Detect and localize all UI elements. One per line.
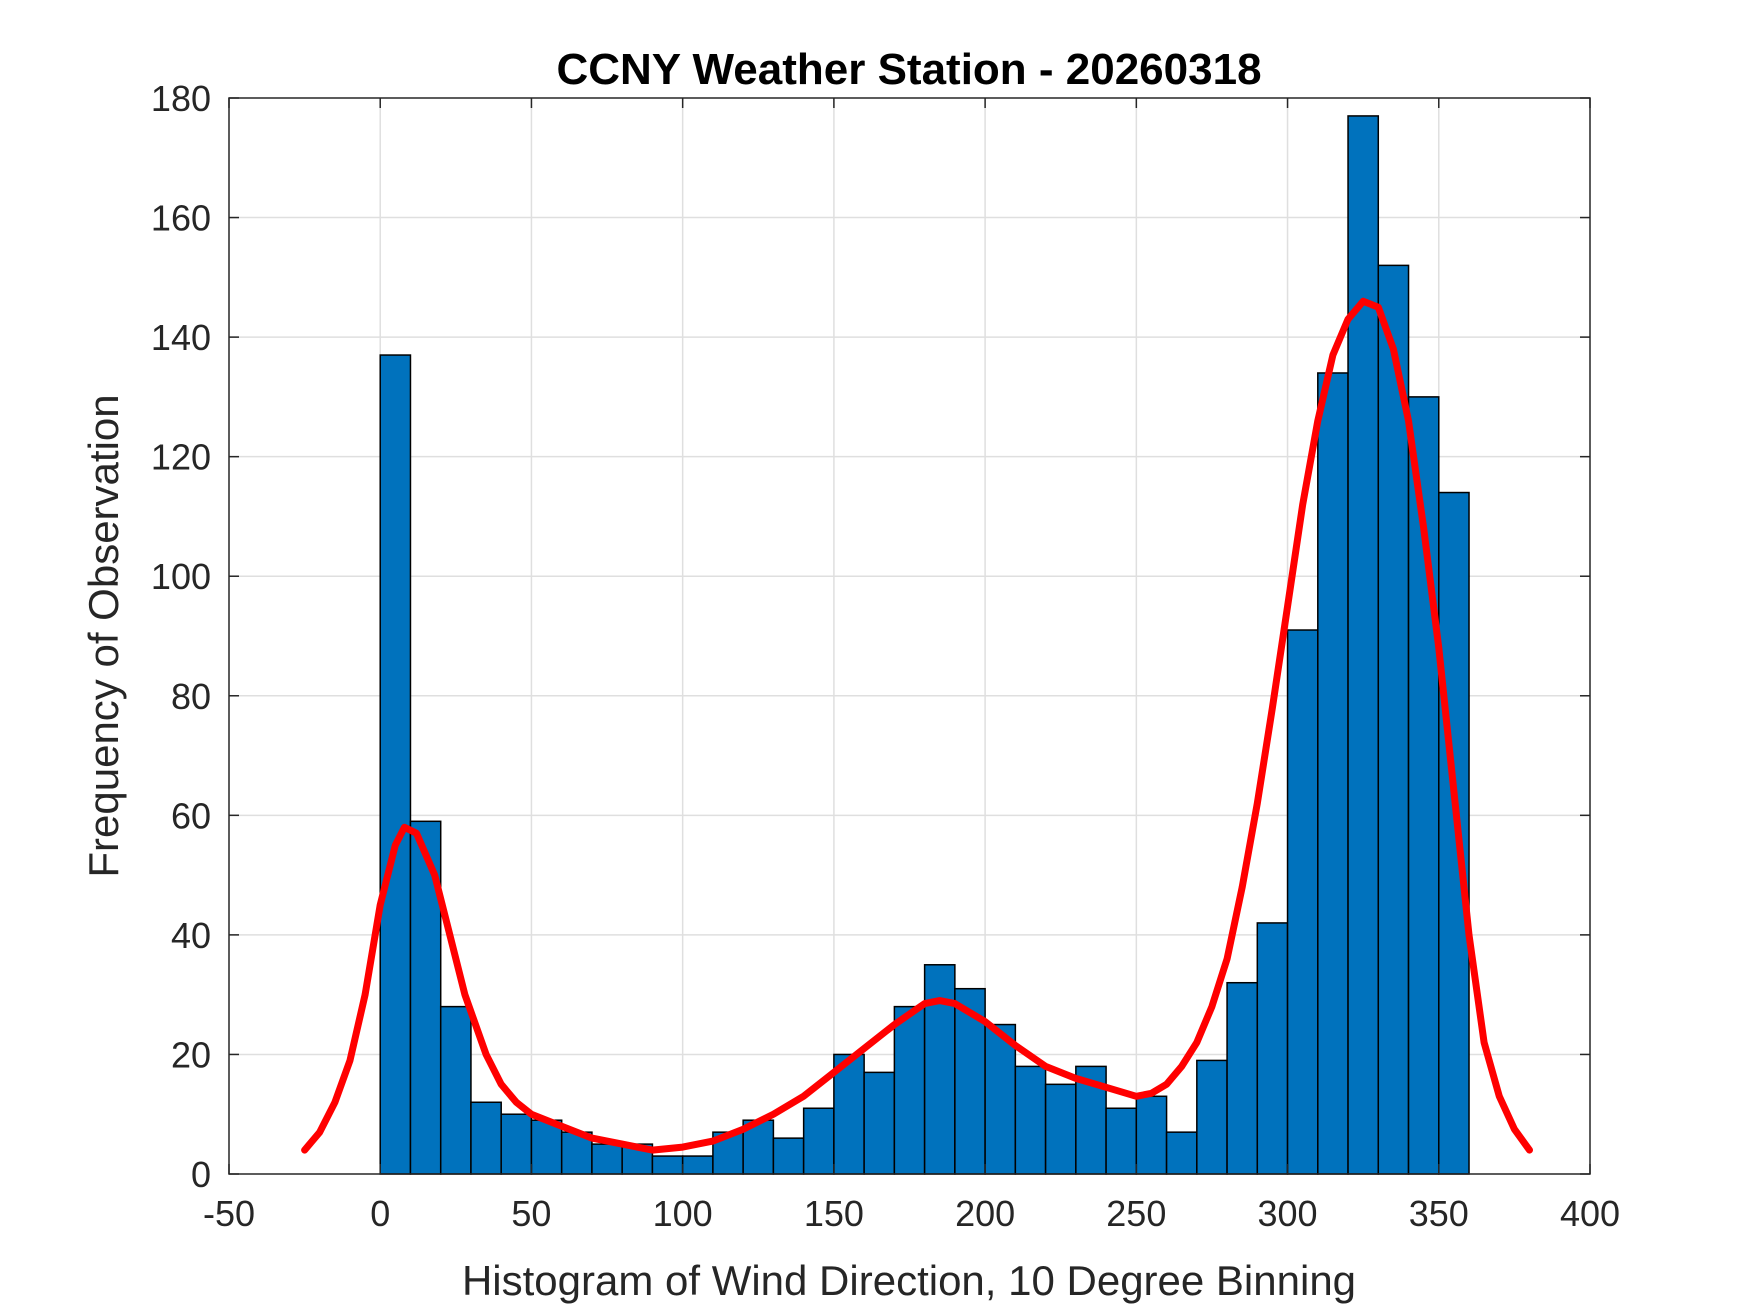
- histogram-bar: [772, 1137, 805, 1175]
- x-tick-label: 200: [955, 1193, 1015, 1234]
- y-tick-label: 180: [151, 78, 211, 119]
- y-tick-label: 60: [171, 795, 211, 836]
- histogram-bar: [1256, 922, 1289, 1175]
- histogram-bar: [1347, 115, 1380, 1175]
- histogram-bar: [893, 1005, 926, 1175]
- x-tick-label: 250: [1106, 1193, 1166, 1234]
- y-tick-label: 20: [171, 1034, 211, 1075]
- curve-layer: [301, 297, 1533, 1154]
- axes: [228, 97, 1591, 1175]
- histogram-bar: [863, 1071, 896, 1175]
- x-tick-label: 300: [1258, 1193, 1318, 1234]
- histogram-bar: [379, 354, 412, 1175]
- x-tick-label: 100: [653, 1193, 713, 1234]
- histogram-bar: [681, 1155, 714, 1175]
- histogram-bar: [923, 964, 956, 1175]
- y-axis-label: Frequency of Observation: [80, 394, 127, 877]
- chart-title: CCNY Weather Station - 20260318: [556, 45, 1261, 94]
- y-tick-label: 100: [151, 556, 211, 597]
- histogram-bar: [500, 1113, 533, 1175]
- tick-labels: -50 0 50 100 150 200 250 300 350 4000204060801001…: [151, 78, 1620, 1234]
- histogram-bar: [1286, 629, 1319, 1175]
- y-tick-label: 0: [191, 1154, 211, 1195]
- histogram-bar: [1226, 981, 1259, 1175]
- histogram-bar: [651, 1155, 684, 1175]
- bars: [379, 115, 1470, 1175]
- y-tick-label: 120: [151, 437, 211, 478]
- x-tick-label: 350: [1409, 1193, 1469, 1234]
- x-tick-label: 400: [1560, 1193, 1620, 1234]
- histogram-bar: [1196, 1059, 1228, 1175]
- y-tick-label: 80: [171, 676, 211, 717]
- histogram-bar: [802, 1107, 835, 1175]
- histogram-bar: [439, 1005, 472, 1175]
- x-axis-label: Histogram of Wind Direction, 10 Degree B…: [462, 1257, 1356, 1304]
- histogram-bar: [1014, 1065, 1047, 1175]
- histogram-bar: [1135, 1095, 1168, 1175]
- x-tick-label: 150: [804, 1193, 864, 1234]
- axes-box: [228, 97, 1591, 1175]
- histogram-bar: [591, 1143, 623, 1175]
- y-tick-label: 140: [151, 317, 211, 358]
- y-tick-label: 40: [171, 915, 211, 956]
- y-tick-label: 160: [151, 198, 211, 239]
- density-curve: [301, 297, 1533, 1154]
- histogram-bar: [1377, 264, 1410, 1175]
- histogram-bar: [1317, 372, 1349, 1175]
- x-tick-label: 0: [370, 1193, 390, 1234]
- histogram-bar: [1165, 1131, 1198, 1175]
- histogram-bar: [984, 1023, 1017, 1175]
- histogram-bar: [1438, 491, 1470, 1175]
- histogram-bar: [470, 1101, 502, 1175]
- histogram-bar: [530, 1119, 563, 1175]
- x-tick-label: 50: [511, 1193, 551, 1234]
- histogram-bar: [1105, 1107, 1138, 1175]
- x-tick-label: -50: [203, 1193, 255, 1234]
- histogram-bar: [1044, 1083, 1077, 1175]
- histogram-bar: [833, 1053, 865, 1175]
